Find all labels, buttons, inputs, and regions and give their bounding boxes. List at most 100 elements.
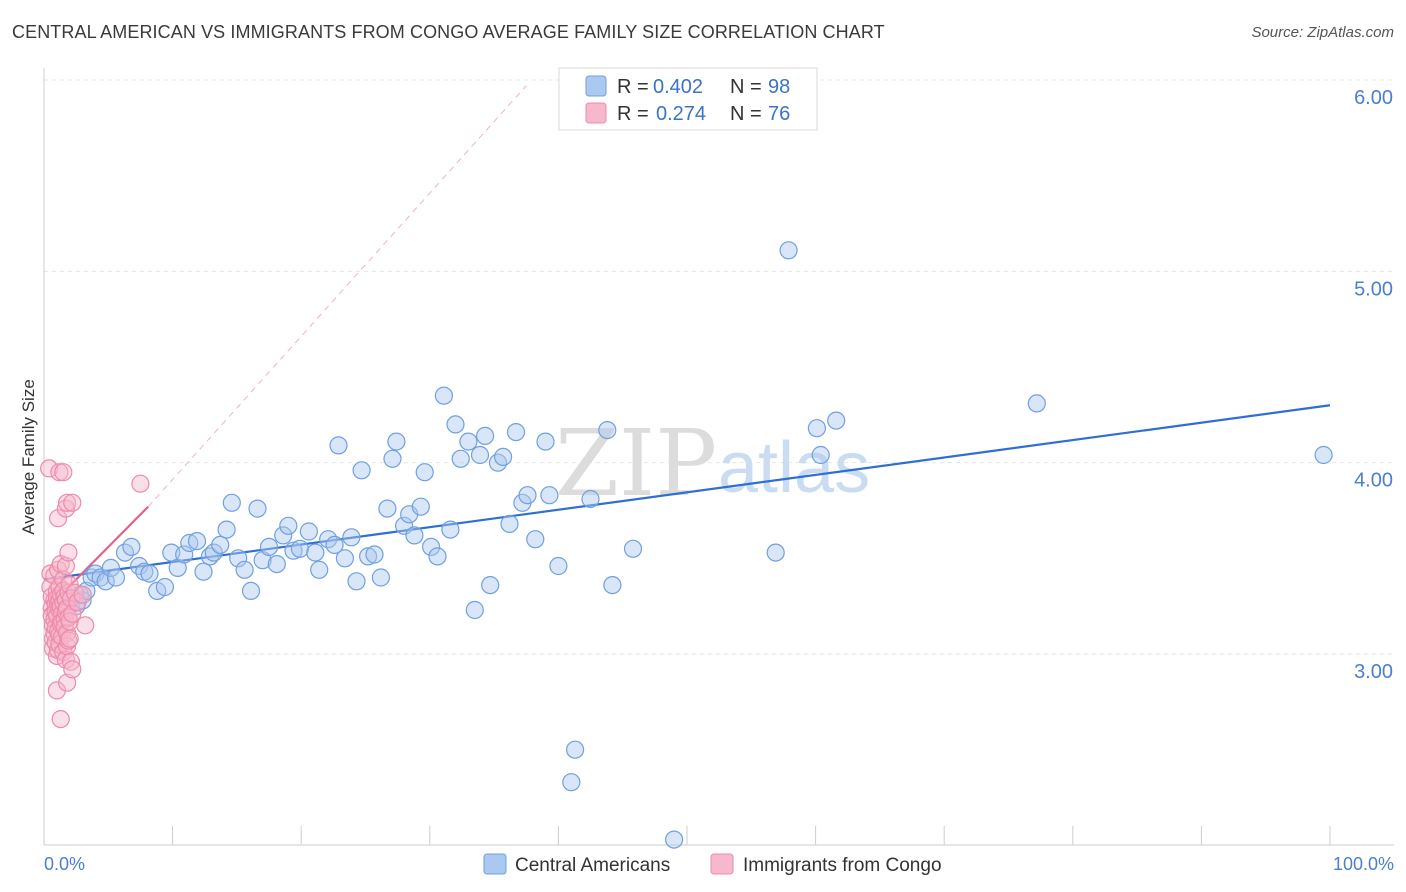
- point-central-american: [140, 564, 159, 583]
- trend-lines: [43, 85, 1331, 613]
- point-central-american: [459, 432, 478, 451]
- point-immigrant-from-congo: [57, 493, 77, 512]
- x-tick-label-max: 100.0%: [1333, 854, 1394, 874]
- point-central-american: [411, 497, 430, 516]
- chart-title: CENTRAL AMERICAN VS IMMIGRANTS FROM CONG…: [12, 22, 885, 42]
- point-central-american: [310, 560, 329, 579]
- point-central-american: [378, 499, 397, 518]
- legend-swatch-pink: [585, 102, 607, 124]
- point-central-american: [494, 447, 513, 466]
- point-central-american: [422, 537, 441, 557]
- point-immigrant-from-congo: [73, 585, 92, 604]
- point-central-american: [217, 520, 236, 539]
- legend-r-label-1: R =: [617, 76, 649, 98]
- point-central-american: [222, 493, 241, 512]
- point-immigrant-from-congo: [61, 652, 81, 671]
- point-central-american: [96, 572, 115, 591]
- point-central-american: [476, 426, 495, 445]
- point-central-american: [1314, 445, 1333, 465]
- legend-r-label-2: R =: [617, 103, 649, 125]
- point-central-american: [235, 560, 254, 579]
- point-immigrant-from-congo: [63, 604, 82, 623]
- legend-r-value-1: 0.402: [653, 76, 703, 98]
- point-central-american: [766, 543, 785, 562]
- point-central-american: [211, 535, 230, 555]
- point-central-american: [434, 386, 453, 405]
- point-immigrant-from-congo: [50, 463, 69, 482]
- point-central-american: [359, 547, 378, 566]
- point-central-american: [306, 543, 325, 562]
- point-central-american: [279, 516, 298, 535]
- point-immigrant-from-congo: [60, 629, 79, 648]
- point-immigrant-from-congo: [54, 463, 73, 482]
- point-central-american: [811, 445, 830, 465]
- bottom-legend-swatch-blue: [483, 853, 507, 875]
- legend-n-value-1: 98: [768, 76, 790, 98]
- point-central-american: [540, 486, 559, 505]
- point-central-american: [101, 558, 121, 578]
- legend-n-label-1: N =: [730, 76, 762, 98]
- point-central-american: [248, 499, 267, 518]
- point-immigrant-from-congo: [63, 660, 82, 679]
- point-central-american: [371, 568, 390, 587]
- point-central-american: [365, 545, 384, 564]
- axes: [43, 68, 1394, 846]
- point-immigrant-from-congo: [59, 543, 78, 562]
- point-immigrant-from-congo: [48, 509, 68, 528]
- point-central-american: [428, 547, 447, 566]
- point-immigrant-from-congo: [39, 459, 59, 478]
- bottom-legend-label-blue: Central Americans: [515, 855, 670, 876]
- y-axis-title: Average Family Size: [19, 379, 38, 535]
- point-central-american: [441, 520, 460, 539]
- point-central-american: [506, 423, 526, 442]
- point-central-american: [274, 526, 293, 545]
- point-immigrant-from-congo: [63, 493, 82, 512]
- point-immigrant-from-congo: [57, 598, 77, 618]
- point-central-american: [807, 419, 827, 438]
- point-central-american: [549, 556, 568, 576]
- legend-box: R = 0.402 N = 98 R = 0.274 N = 76: [558, 67, 818, 131]
- y-tick-label: 5.00: [1354, 278, 1393, 300]
- source-credit: Source: ZipAtlas.com: [1251, 24, 1394, 41]
- point-central-american: [779, 241, 798, 260]
- point-central-american: [465, 600, 484, 620]
- point-central-american: [451, 449, 470, 468]
- point-central-american: [603, 575, 622, 595]
- point-central-american: [446, 415, 465, 434]
- point-central-american: [347, 572, 366, 591]
- point-central-american: [352, 461, 371, 480]
- legend-n-value-2: 76: [768, 103, 790, 125]
- point-central-american: [106, 568, 126, 587]
- points-central-americans: [54, 241, 1333, 849]
- legend-n-label-2: N =: [730, 103, 762, 125]
- point-central-american: [329, 436, 348, 455]
- legend-r-value-2: 0.274: [656, 103, 706, 125]
- point-central-american: [405, 526, 424, 545]
- point-immigrant-from-congo: [51, 709, 70, 729]
- bottom-legend: Central Americans Immigrants from Congo: [483, 853, 942, 876]
- point-central-american: [623, 539, 643, 558]
- y-tick-label: 6.00: [1354, 87, 1393, 109]
- point-central-american: [415, 463, 434, 482]
- y-tick-label: 3.00: [1354, 661, 1393, 683]
- point-immigrant-from-congo: [56, 556, 76, 576]
- point-central-american: [284, 541, 303, 560]
- point-central-american: [122, 537, 141, 557]
- point-central-american: [470, 445, 490, 465]
- point-immigrant-from-congo: [57, 673, 77, 692]
- point-central-american: [562, 773, 581, 792]
- point-central-american: [526, 530, 545, 549]
- point-immigrant-from-congo: [76, 616, 95, 635]
- point-central-american: [325, 535, 344, 555]
- x-tick-label-min: 0.0%: [44, 854, 85, 874]
- point-central-american: [500, 514, 519, 534]
- point-immigrant-from-congo: [131, 474, 150, 493]
- point-central-american: [598, 421, 617, 440]
- point-central-american: [518, 486, 537, 505]
- point-immigrant-from-congo: [47, 681, 67, 700]
- point-central-american: [130, 556, 149, 576]
- watermark-atlas: atlas: [718, 428, 870, 508]
- point-central-american: [488, 453, 508, 472]
- x-ticks: [172, 826, 1331, 845]
